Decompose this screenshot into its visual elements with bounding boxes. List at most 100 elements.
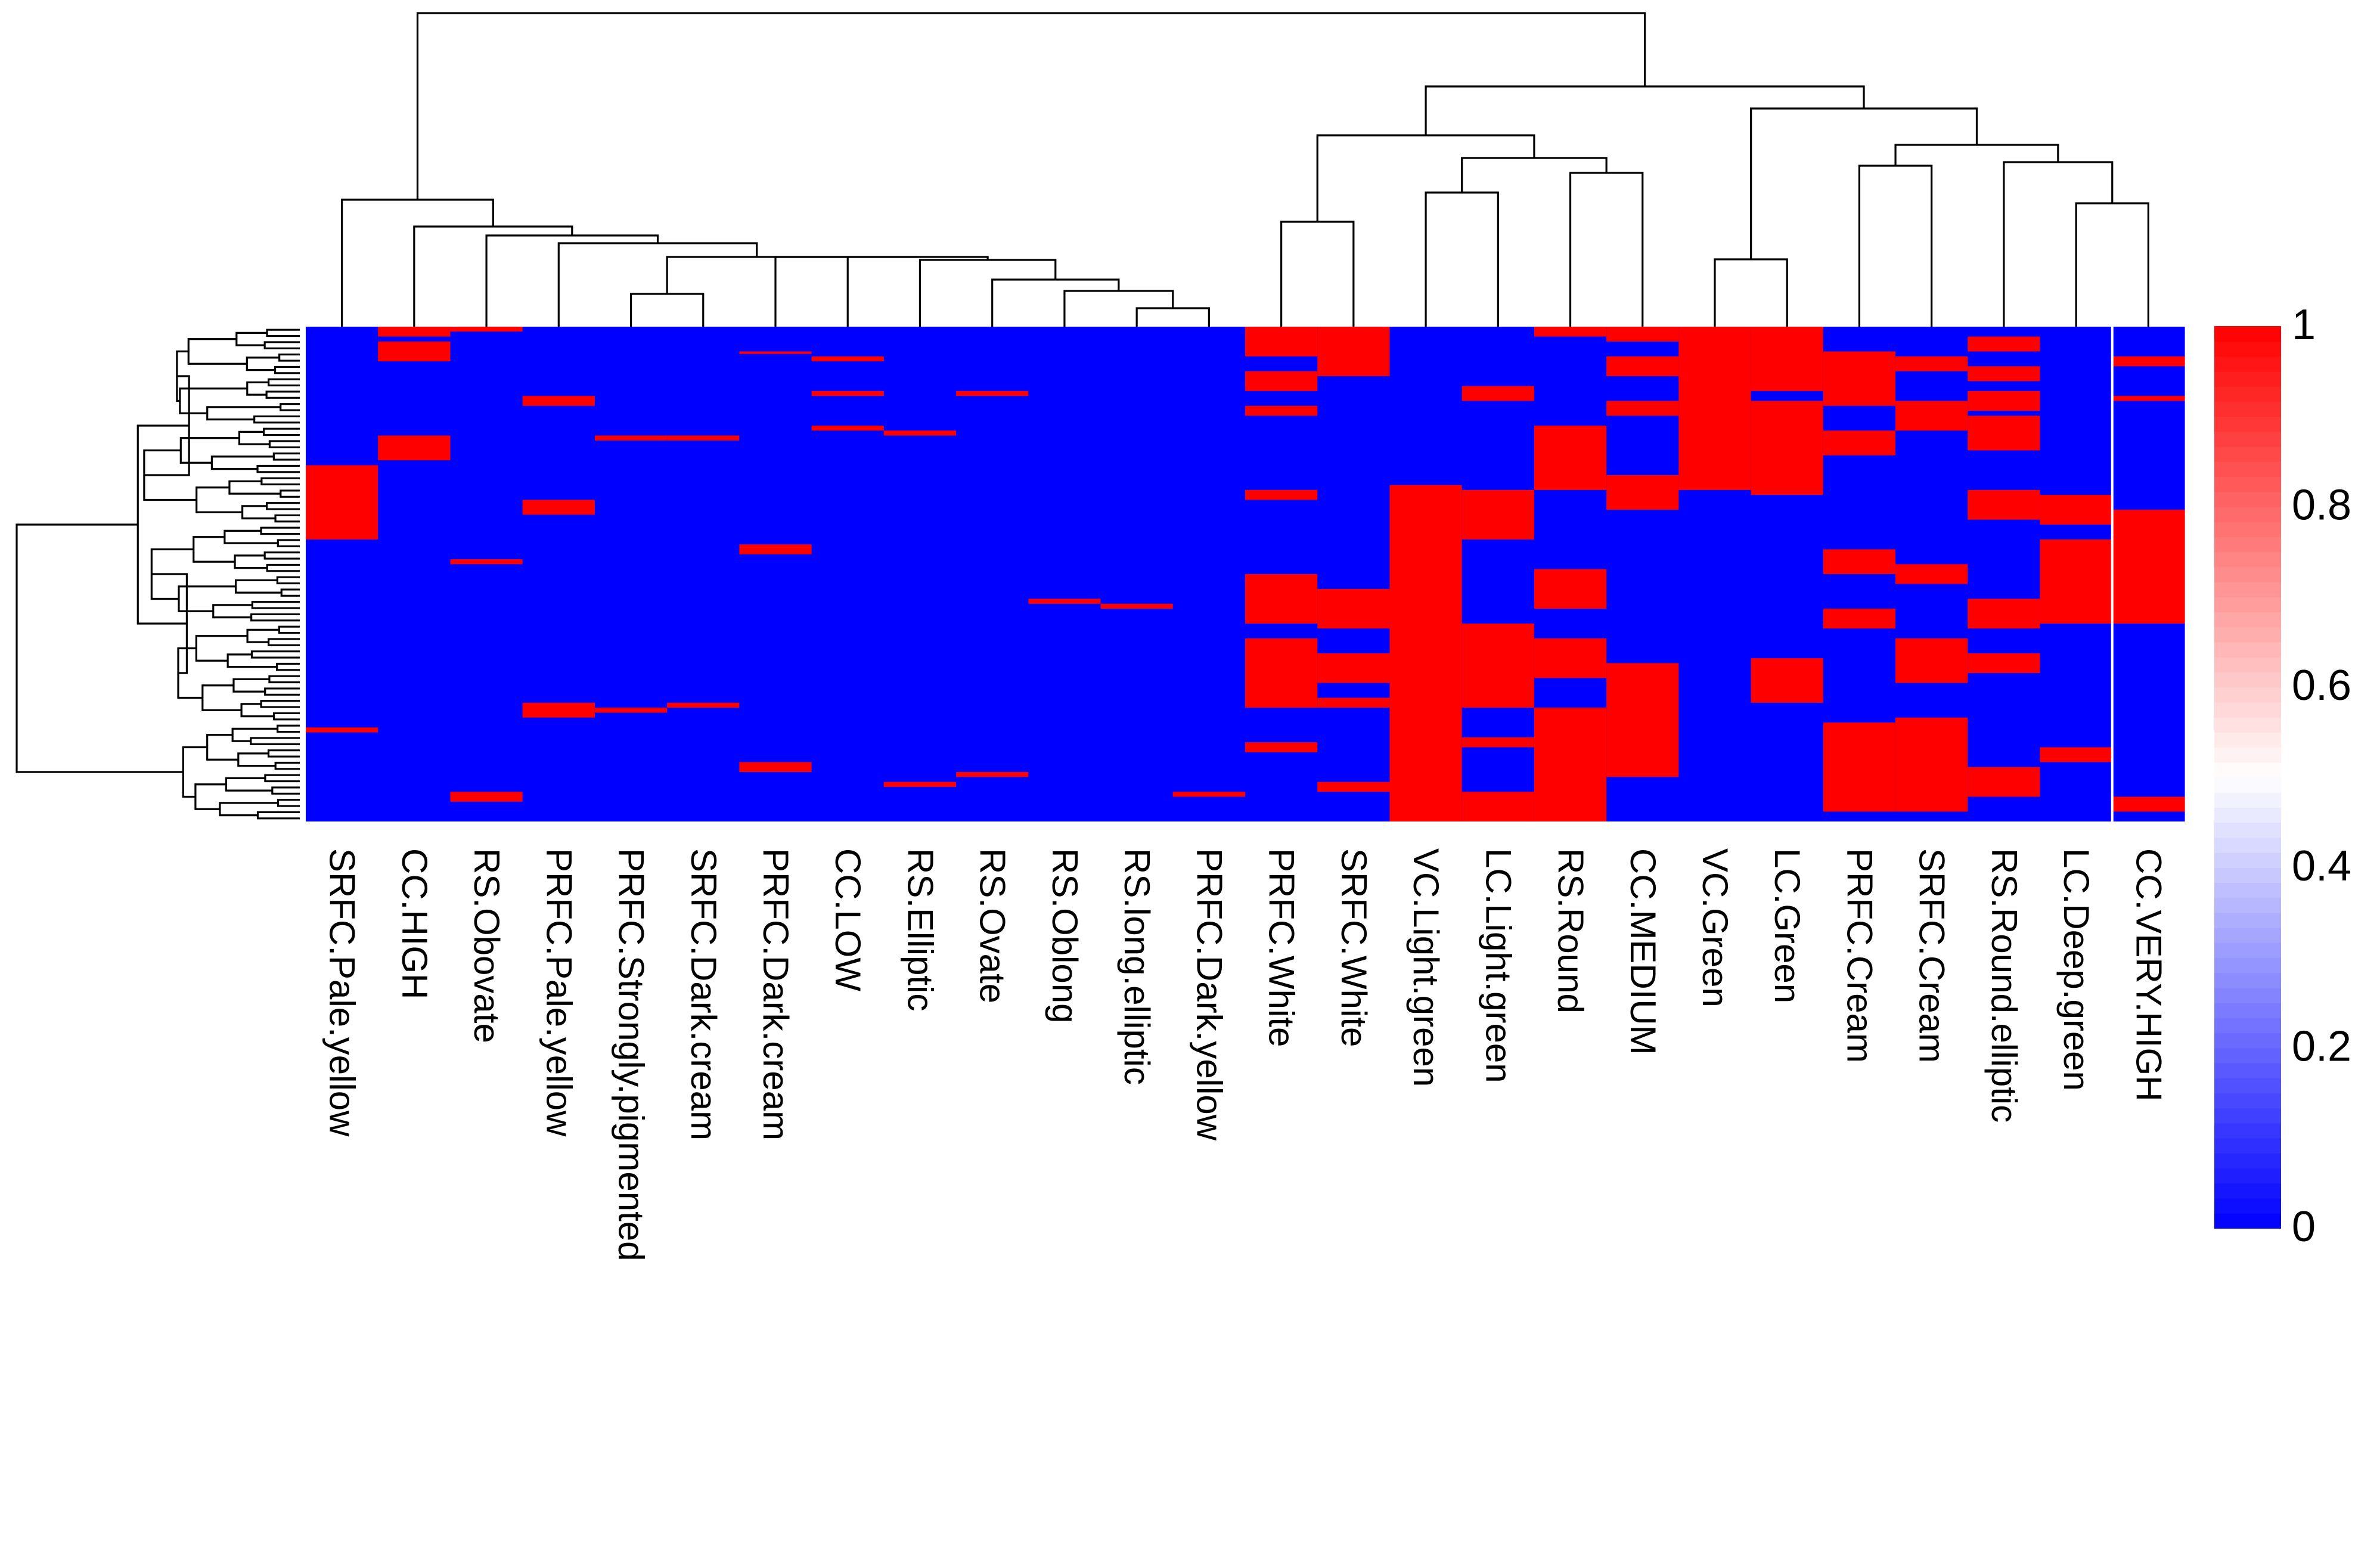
colorbar-step — [2214, 702, 2281, 718]
row-dendrogram-branch — [275, 662, 300, 671]
row-dendrogram-branch — [268, 440, 300, 448]
column-dendrogram-branch — [2003, 161, 2114, 327]
colorbar-step — [2214, 777, 2281, 793]
heatmap-cell-PRFC.Dark.cream — [739, 351, 812, 354]
column-label: CC.LOW — [828, 848, 868, 991]
row-dendrogram-branch — [278, 354, 300, 362]
column-label: PRFC.Dark.yellow — [1189, 848, 1229, 1141]
row-dendrogram-branch — [265, 502, 300, 510]
row-dendrogram-branch — [262, 427, 300, 436]
heatmap-column-PRFC.Dark.cream — [739, 327, 812, 821]
row-dendrogram-branch — [278, 625, 300, 634]
heatmap-cell-LC.Deep.green — [2040, 747, 2113, 762]
heatmap-cell-SRFC.Cream — [1895, 564, 1968, 584]
heatmap-grid — [306, 327, 2185, 821]
heatmap-cell-RS.Ovate — [956, 390, 1029, 396]
heatmap-cell-LC.Green — [1751, 401, 1824, 495]
row-dendrogram-branch — [246, 628, 280, 643]
colorbar-step — [2214, 747, 2281, 763]
colorbar-step — [2214, 671, 2281, 688]
heatmap-cell-PRFC.Cream — [1823, 549, 1896, 574]
column-dendrogram-branch — [341, 199, 494, 327]
heatmap-cell-CC.MEDIUM — [1606, 401, 1679, 416]
colorbar-step — [2214, 987, 2281, 1003]
row-dendrogram-branch — [182, 746, 207, 798]
heatmap-cell-SRFC.Dark.cream — [667, 702, 740, 708]
heatmap-cell-SRFC.Cream — [1895, 356, 1968, 371]
column-label: RS.Round.elliptic — [1984, 848, 2024, 1123]
heatmap-column-PRFC.Pale.yellow — [522, 327, 595, 821]
row-dendrogram-branch — [250, 613, 300, 622]
row-dendrogram-branch — [231, 727, 278, 742]
colorbar-step — [2214, 521, 2281, 538]
colorbar-step — [2214, 401, 2281, 417]
heatmap-cell-SRFC.Pale.yellow — [306, 727, 378, 733]
heatmap-cell-CC.MEDIUM — [1606, 663, 1679, 777]
row-dendrogram-branch — [280, 403, 300, 411]
heatmap-cell-RS.long.elliptic — [1100, 603, 1174, 609]
colorbar-step — [2214, 837, 2281, 853]
row-dendrogram-branch — [193, 536, 235, 563]
heatmap-cell-VC.Light.green — [1389, 485, 1463, 821]
heatmap-cell-SRFC.White — [1317, 653, 1391, 683]
row-dendrogram-branch — [241, 505, 276, 520]
colorbar-tick-label: 0.6 — [2292, 662, 2351, 709]
row-dendrogram-branch — [179, 437, 240, 464]
column-dendrogram-branch — [846, 256, 989, 327]
colorbar-step — [2214, 491, 2281, 507]
column-dendrogram-branch — [1461, 157, 1608, 193]
column-dendrogram-branch — [1750, 107, 1978, 259]
heatmap-cell-LC.Deep.green — [2040, 539, 2113, 624]
column-label: RS.Elliptic — [900, 848, 940, 1011]
column-dendrogram-branch — [416, 12, 1646, 200]
row-dendrogram-branch — [212, 604, 253, 619]
row-dendrogram-branch — [238, 430, 270, 445]
heatmap-cell-PRFC.Pale.yellow — [522, 396, 595, 406]
column-label: VC.Green — [1695, 848, 1735, 1007]
colorbar-step — [2214, 1123, 2281, 1139]
column-dendrogram-branch — [2075, 202, 2149, 327]
colorbar-step — [2214, 1047, 2281, 1064]
row-dendrogram-branch — [210, 455, 274, 470]
row-dendrogram-branch — [272, 712, 300, 721]
row-dendrogram-branch — [277, 539, 300, 547]
colorbar-step — [2214, 957, 2281, 973]
row-dendrogram-branch — [256, 811, 300, 820]
heatmap-cell-LC.Deep.green — [2040, 495, 2113, 525]
colorbar-step — [2214, 1002, 2281, 1018]
column-dendrogram-branch — [1425, 191, 1499, 327]
row-dendrogram-branch — [274, 514, 300, 523]
heatmap-cell-PRFC.Dark.cream — [739, 544, 812, 554]
heatmap-cell-CC.HIGH — [378, 327, 451, 337]
row-dendrogram-branch — [280, 489, 300, 498]
heatmap-cell-SRFC.Dark.cream — [667, 435, 740, 441]
column-label: CC.VERY.HIGH — [2128, 848, 2168, 1102]
heatmap-cell-RS.Round.elliptic — [1968, 653, 2041, 673]
heatmap-cell-PRFC.White — [1245, 405, 1318, 416]
row-dendrogram-branch — [267, 638, 300, 646]
row-dendrogram-branch — [246, 381, 269, 396]
heatmap-cell-PRFC.White — [1245, 742, 1318, 752]
heatmap-column-RS.long.elliptic — [1100, 327, 1174, 821]
heatmap-cell-SRFC.Cream — [1895, 717, 1968, 812]
heatmap-cell-SRFC.Pale.yellow — [306, 465, 378, 540]
heatmap-cell-PRFC.White — [1245, 638, 1318, 708]
heatmap-cell-PRFC.Pale.yellow — [522, 702, 595, 718]
heatmap-cell-RS.Elliptic — [883, 430, 957, 436]
colorbar-step — [2214, 476, 2281, 492]
colorbar-step — [2214, 627, 2281, 643]
row-dendrogram-branch — [277, 724, 300, 733]
colorbar-step — [2214, 927, 2281, 943]
column-label: PRFC.Cream — [1839, 848, 1879, 1063]
colorbar-step — [2214, 446, 2281, 462]
heatmap-cell-LC.Green — [1751, 658, 1824, 703]
column-dendrogram-branch — [666, 256, 847, 294]
heatmap-cell-CC.MEDIUM — [1606, 327, 1679, 342]
row-dendrogram-branch — [237, 752, 276, 767]
row-dendrogram-branch — [256, 464, 300, 473]
colorbar-tick-label: 1 — [2292, 301, 2316, 349]
colorbar-step — [2214, 1137, 2281, 1154]
row-dendrogram-branch — [274, 365, 300, 374]
heatmap-cell-RS.Oblong — [1028, 599, 1101, 604]
colorbar-tick-label: 0 — [2292, 1203, 2316, 1251]
